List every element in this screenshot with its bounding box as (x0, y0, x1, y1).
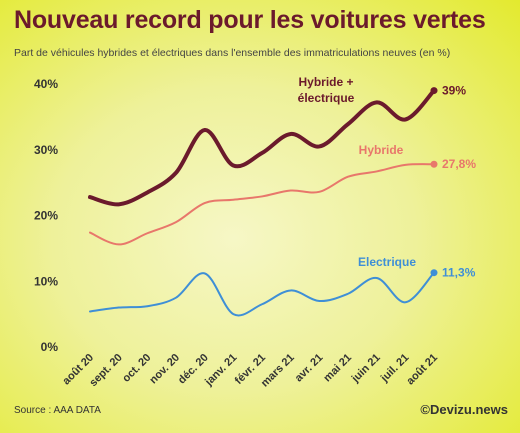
chart-title: Nouveau record pour les voitures vertes (14, 6, 486, 34)
series-line (89, 271, 435, 317)
x-tick-label: nov. 20 (147, 352, 182, 387)
y-tick-label: 20% (34, 209, 58, 223)
x-tick-label: juin 21 (349, 352, 383, 386)
y-tick-label: 30% (34, 143, 58, 157)
series-label: Electrique (358, 255, 416, 269)
x-tick-label: mai 21 (321, 352, 354, 385)
chart-subtitle: Part de véhicules hybrides et électrique… (14, 47, 451, 59)
source-note: Source : AAA DATA (14, 405, 101, 416)
y-tick-label: 40% (34, 77, 58, 91)
y-tick-label: 10% (34, 274, 58, 288)
series-label: Hybride + (298, 75, 353, 89)
end-value-label: 27,8% (442, 157, 476, 171)
series-label: électrique (298, 91, 355, 105)
y-tick-label: 0% (41, 340, 59, 354)
x-tick-label: août 21 (404, 352, 440, 388)
end-value-label: 39% (442, 84, 466, 98)
series-line (88, 88, 436, 207)
series-line (89, 163, 435, 246)
x-tick-label: avr. 21 (293, 352, 326, 385)
series-end-point (430, 87, 438, 95)
series-end-point (430, 269, 438, 277)
brand-logo: ©Devizu.news (420, 402, 508, 417)
end-value-label: 11,3% (442, 266, 476, 280)
series-label: Hybride (359, 143, 404, 157)
series-end-point (430, 160, 438, 168)
